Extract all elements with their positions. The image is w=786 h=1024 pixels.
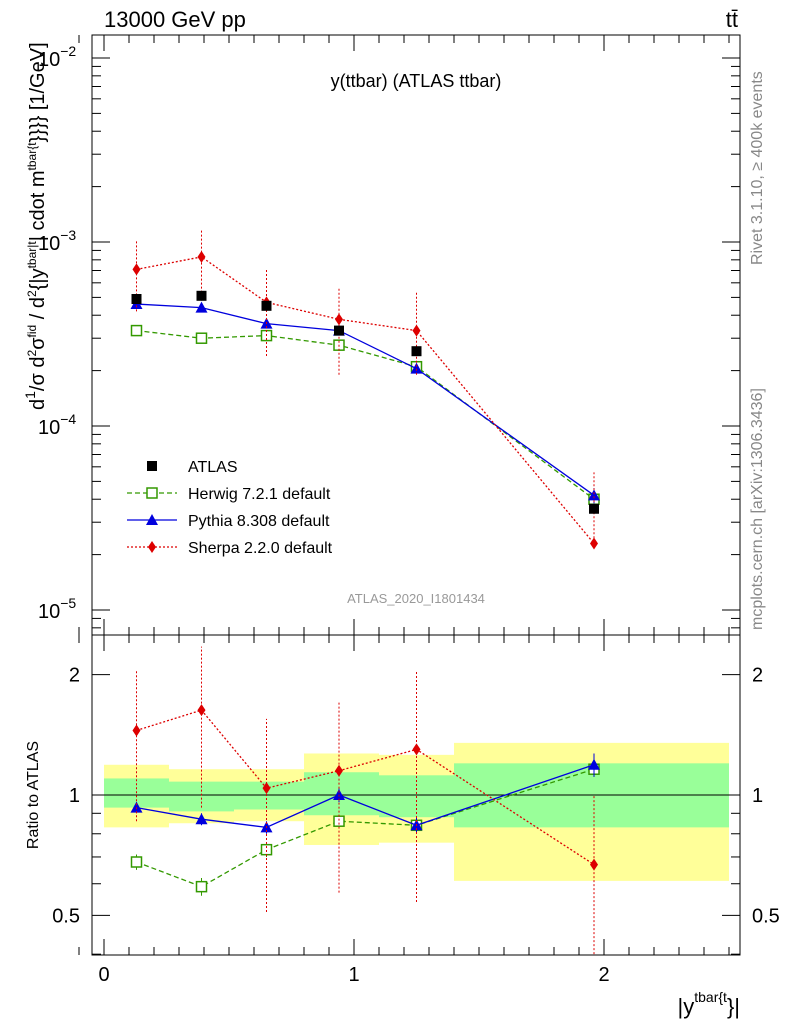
main-sherpa-point	[590, 537, 598, 550]
ratio-herwig-point	[130, 856, 143, 868]
main-chart-title: y(ttbar) (ATLAS ttbar)	[331, 71, 502, 91]
main-panel: y(ttbar) (ATLAS ttbar) ATLAS_2020_I18014…	[38, 34, 741, 636]
main-herwig-line	[136, 329, 595, 500]
ratio-pythia-point	[130, 801, 143, 813]
ratio-pythia-point	[195, 813, 208, 825]
main-atlas-point	[131, 294, 142, 305]
main-atlas-point	[589, 503, 599, 514]
x-tick-label: 0	[98, 964, 109, 986]
main-pythia-point	[588, 489, 600, 501]
main-sherpa-point	[412, 324, 421, 337]
main-y-tick-label: 10−2	[38, 43, 76, 71]
main-y-axis-label: d1/σ d2σfid / d2{|ytbar|t| cdot mtbar{t}…	[22, 42, 49, 410]
main-ticks	[78, 35, 740, 635]
ratio-sherpa-point	[590, 858, 598, 871]
main-series	[130, 228, 600, 550]
ratio-sherpa-line	[136, 709, 595, 866]
ratio-y-axis-label: Ratio to ATLAS	[25, 741, 42, 849]
legend-pythia-marker	[146, 514, 158, 525]
ratio-pythia-point	[588, 758, 600, 770]
ratio-y-tick-label-right: 2	[752, 665, 763, 687]
main-y-tick-label: 10−4	[38, 411, 76, 439]
ratio-sherpa-point	[412, 743, 421, 756]
main-y-tick-label: 10−3	[38, 227, 76, 255]
main-atlas-point	[411, 346, 422, 357]
collision-energy-label: 13000 GeV pp	[104, 7, 246, 32]
legend-atlas-label: ATLAS	[188, 459, 238, 476]
ratio-y-tick-label-right: 0.5	[752, 905, 780, 927]
ratio-sherpa-point	[262, 782, 271, 795]
svg-text:d1/σ d2σfid / d2{|ytbar|t| cdo: d1/σ d2σfid / d2{|ytbar|t| cdot mtbar{t}…	[22, 42, 49, 410]
ratio-pythia-point	[333, 789, 345, 800]
ratio-frame	[91, 634, 741, 956]
ratio-y-tick-label-left: 1	[69, 785, 80, 807]
legend-sherpa-marker	[148, 541, 156, 553]
x-tick-label: 1	[348, 964, 359, 986]
main-atlas-point	[261, 300, 272, 311]
main-pythia-point	[195, 301, 208, 313]
ratio-sherpa-point	[132, 724, 141, 737]
ratio-sherpa-point	[197, 704, 206, 717]
ratio-sherpa-point	[335, 764, 343, 777]
legend-herwig-label: Herwig 7.2.1 default	[188, 486, 331, 503]
ratio-y-tick-label-left: 0.5	[52, 905, 80, 927]
mcplots-label: mcplots.cern.ch [arXiv:1306.3436]	[749, 388, 766, 630]
main-atlas-point	[334, 325, 344, 336]
main-sherpa-line	[136, 256, 595, 544]
legend-pythia-label: Pythia 8.308 default	[188, 513, 330, 530]
main-atlas-point	[196, 290, 207, 301]
main-pythia-line	[136, 303, 595, 496]
ratio-panel: 0.5 0.5 1 1 2 2 0 1 2	[52, 634, 780, 986]
ratio-herwig-point	[195, 880, 208, 893]
ratio-series	[130, 646, 600, 955]
x-tick-label: 2	[598, 964, 609, 986]
main-herwig-point	[195, 332, 208, 344]
main-y-tick-labels: 10−5 10−4 10−3 10−2	[38, 43, 76, 623]
analysis-watermark: ATLAS_2020_I1801434	[347, 591, 485, 606]
ratio-y-tick-label-left: 2	[69, 665, 80, 687]
process-label: tt̄	[726, 7, 738, 32]
main-pythia-point	[410, 362, 423, 374]
legend-atlas-marker	[147, 461, 157, 471]
ratio-pythia-line	[136, 764, 595, 829]
main-herwig-point	[130, 324, 143, 337]
ratio-tick-labels: 0.5 0.5 1 1 2 2 0 1 2	[52, 665, 780, 986]
ratio-herwig-line	[136, 768, 595, 888]
main-sherpa-point	[197, 250, 206, 263]
x-axis-label: |ytbar{t}|	[678, 989, 740, 1019]
legend-sherpa-label: Sherpa 2.2.0 default	[188, 540, 333, 557]
ratio-herwig-point	[333, 815, 345, 827]
ratio-ticks	[78, 635, 740, 955]
rivet-label: Rivet 3.1.10, ≥ 400k events	[749, 71, 766, 265]
stat-uncertainty-band	[234, 781, 304, 810]
main-sherpa-point	[132, 263, 141, 276]
legend-herwig-marker	[146, 487, 158, 499]
ratio-y-tick-label-right: 1	[752, 785, 763, 807]
legend: ATLAS Herwig 7.2.1 default Pythia 8.308 de…	[127, 459, 333, 557]
main-y-tick-label: 10−5	[38, 595, 76, 623]
main-sherpa-point	[335, 313, 343, 326]
